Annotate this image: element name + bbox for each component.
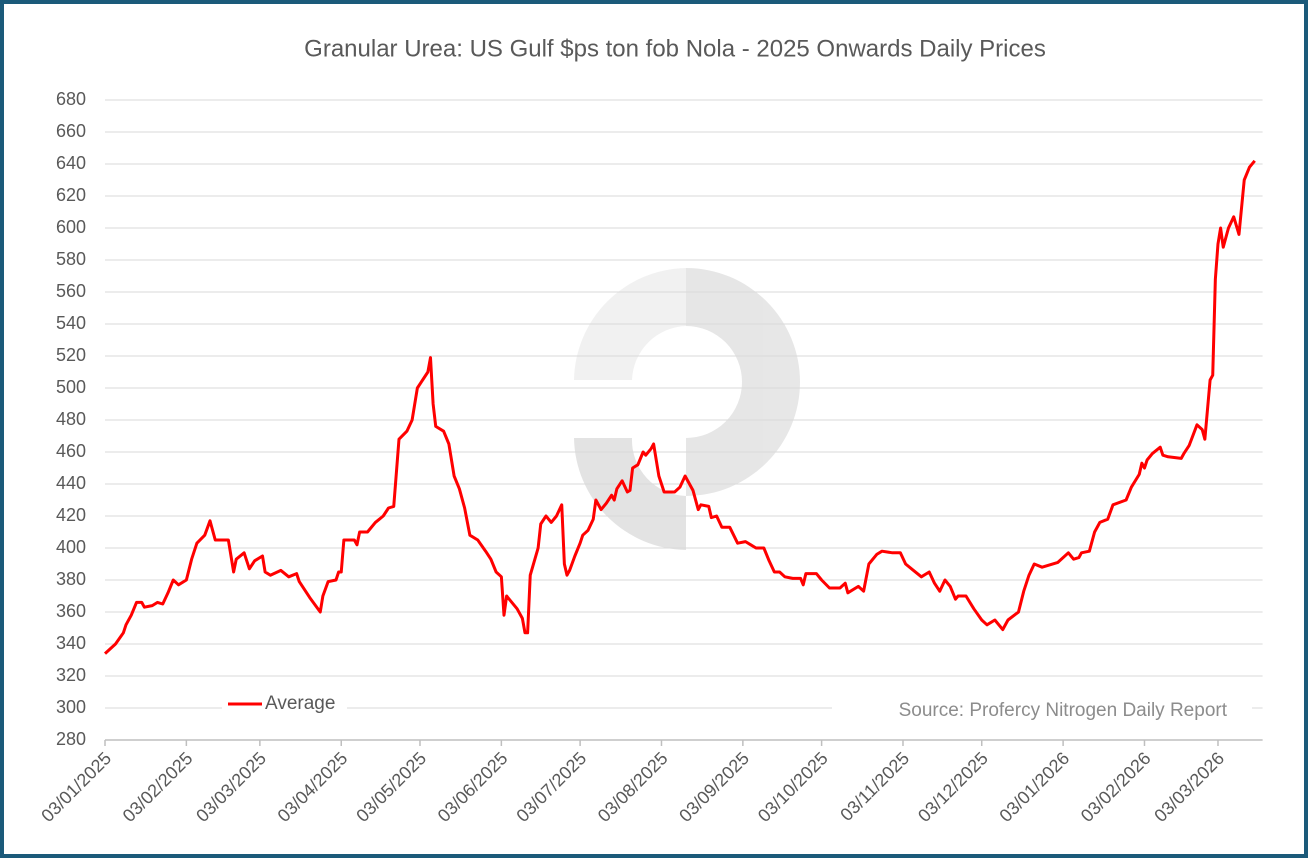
y-tick-label: 480 (56, 409, 86, 429)
y-tick-label: 520 (56, 345, 86, 365)
y-tick-label: 660 (56, 121, 86, 141)
y-tick-label: 340 (56, 633, 86, 653)
y-tick-label: 460 (56, 441, 86, 461)
y-tick-label: 440 (56, 473, 86, 493)
y-tick-label: 300 (56, 697, 86, 717)
legend-label: Average (265, 693, 335, 714)
y-tick-label: 680 (56, 89, 86, 109)
y-tick-label: 280 (56, 729, 86, 749)
annotation-background (832, 692, 1252, 722)
chart-title: Granular Urea: US Gulf $ps ton fob Nola … (304, 35, 1046, 62)
source-note: Source: Profercy Nitrogen Daily Report (899, 700, 1228, 721)
y-tick-label: 620 (56, 185, 86, 205)
y-tick-label: 500 (56, 377, 86, 397)
y-tick-label: 540 (56, 313, 86, 333)
y-tick-label: 320 (56, 665, 86, 685)
y-tick-label: 360 (56, 601, 86, 621)
y-tick-label: 640 (56, 153, 86, 173)
y-tick-label: 580 (56, 249, 86, 269)
y-tick-label: 400 (56, 537, 86, 557)
y-tick-label: 560 (56, 281, 86, 301)
series-line (103, 159, 1256, 655)
y-tick-label: 380 (56, 569, 86, 589)
y-tick-label: 600 (56, 217, 86, 237)
y-tick-label: 420 (56, 505, 86, 525)
